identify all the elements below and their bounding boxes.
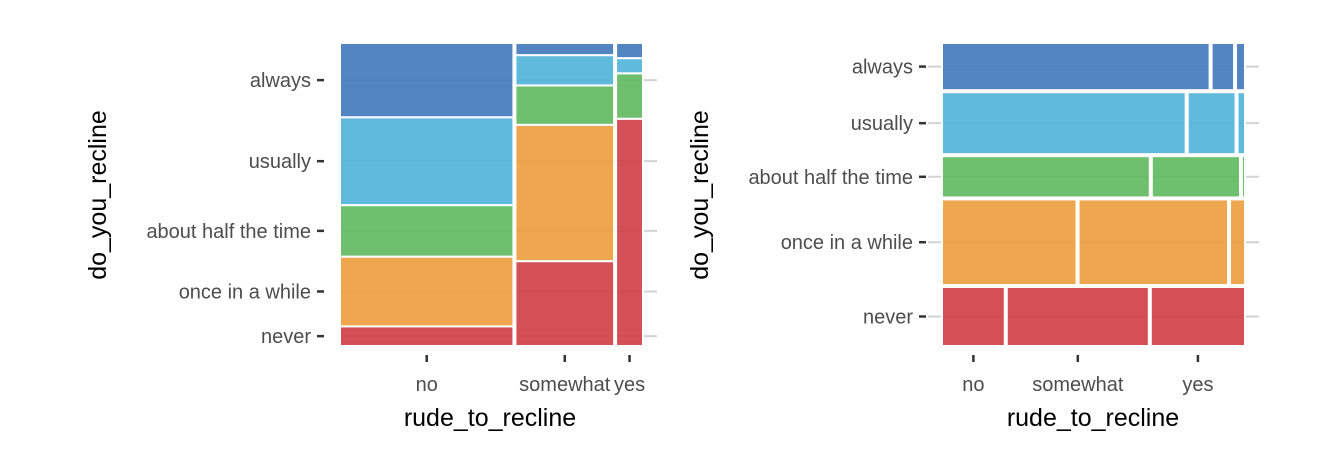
- tile-always-no: [941, 42, 1211, 92]
- tile-somewhat-never: [514, 260, 616, 347]
- tile-about-half-the-time-somewhat: [1150, 155, 1242, 199]
- x-tick-label-somewhat: somewhat: [519, 374, 611, 396]
- tile-never-no: [941, 286, 1006, 347]
- tile-usually-yes: [1236, 91, 1247, 156]
- tile-yes-usually: [615, 57, 645, 75]
- x-tick-label-no: no: [962, 374, 984, 396]
- tile-once-in-a-while-somewhat: [1077, 198, 1230, 286]
- tile-somewhat-usually: [514, 54, 616, 87]
- y-tick-label-about-half-the-time: about half the time: [146, 221, 311, 243]
- x-tick-label-somewhat: somewhat: [1032, 374, 1124, 396]
- mosaic-plot-right: always usually about half the time once in …: [686, 42, 1259, 432]
- tile-no-always: [339, 42, 515, 119]
- tile-always-yes: [1235, 42, 1247, 92]
- tile-about-half-the-time-no: [941, 155, 1151, 199]
- tile-yes-about-half-the-time: [615, 72, 645, 120]
- tile-no-about-half-the-time: [339, 204, 515, 258]
- x-axis-title: rude_to_recline: [404, 404, 576, 432]
- y-tick-label-never: never: [863, 307, 913, 329]
- tile-yes-never: [615, 117, 645, 347]
- y-tick-label-about-half-the-time: about half the time: [748, 167, 913, 189]
- tile-always-somewhat: [1210, 42, 1236, 92]
- tile-usually-somewhat: [1186, 91, 1237, 156]
- tile-never-yes: [1149, 286, 1246, 347]
- tile-never-somewhat: [1005, 286, 1150, 347]
- x-tick-label-no: no: [416, 374, 438, 396]
- tile-yes-always: [615, 42, 645, 60]
- y-tick-label-usually: usually: [249, 151, 311, 173]
- tile-no-once-in-a-while: [339, 255, 515, 328]
- mosaic-plot-left: no somewhat yes always usually about half the…: [84, 42, 657, 432]
- y-tick-label-always: always: [852, 57, 913, 79]
- x-tick-label-yes: yes: [1182, 374, 1213, 396]
- tile-somewhat-about-half-the-time: [514, 84, 616, 126]
- x-axis-title: rude_to_recline: [1007, 404, 1179, 432]
- tile-no-never: [339, 325, 515, 347]
- tile-usually-no: [941, 91, 1187, 156]
- y-tick-label-usually: usually: [851, 113, 913, 135]
- y-tick-label-never: never: [261, 326, 311, 348]
- tile-somewhat-once-in-a-while: [514, 123, 616, 263]
- y-axis-title: do_you_recline: [686, 110, 714, 280]
- tile-about-half-the-time-yes: [1241, 155, 1247, 199]
- tile-once-in-a-while-no: [941, 198, 1078, 286]
- y-tick-label-once-in-a-while: once in a while: [781, 232, 913, 254]
- x-tick-label-yes: yes: [614, 374, 645, 396]
- y-tick-label-once-in-a-while: once in a while: [179, 281, 311, 303]
- y-tick-label-always: always: [250, 70, 311, 92]
- tile-once-in-a-while-yes: [1229, 198, 1247, 286]
- tile-somewhat-always: [514, 42, 616, 57]
- tile-no-usually: [339, 116, 515, 207]
- y-axis-title: do_you_recline: [84, 110, 112, 280]
